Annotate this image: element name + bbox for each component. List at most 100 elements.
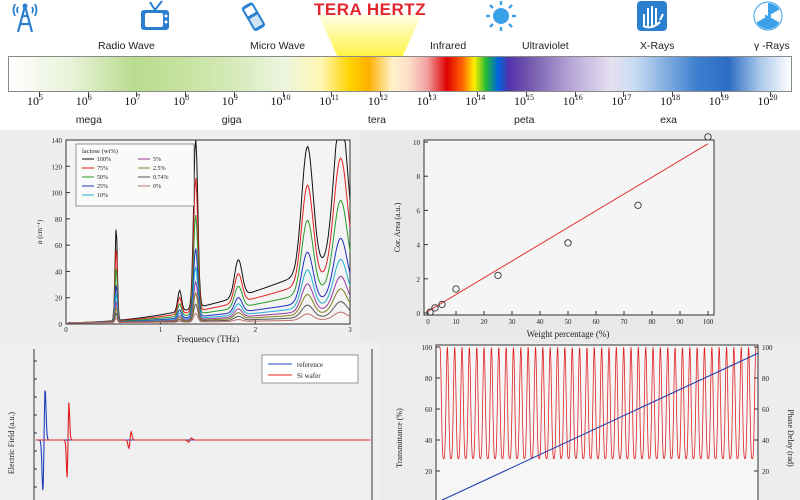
- y-axis-label: Transmittance (%): [395, 408, 404, 468]
- scale-power-label: 1014: [465, 93, 486, 108]
- spectrum-series-line: [67, 288, 351, 324]
- y-tick-label: 40: [425, 437, 433, 445]
- x-axis-label: Weight percentage (%): [527, 329, 610, 339]
- sun-icon: [486, 1, 516, 31]
- scale-tick: [672, 92, 674, 97]
- x-tick-label: 40: [537, 318, 545, 326]
- scale-tick: [526, 92, 527, 97]
- scale-tick: [574, 92, 576, 97]
- x-tick-label: 50: [565, 318, 573, 326]
- scale-power-label: 106: [75, 93, 92, 108]
- x-axis-label: Frequency (THz): [177, 334, 239, 343]
- y-axis-label: Cor. Area (a.u.): [393, 202, 402, 252]
- band-label-gamma-rays: γ -Rays: [754, 40, 790, 52]
- spectrum-series-line: [67, 311, 351, 324]
- y-tick-label: 80: [55, 216, 63, 224]
- x-tick-label: 60: [593, 318, 601, 326]
- y2-tick-label: 40: [762, 437, 770, 445]
- y2-axis-label: Phase Delay (rad): [786, 409, 795, 467]
- scale-power-label: 1010: [270, 93, 291, 108]
- band-label-x-rays: X-Rays: [640, 40, 675, 52]
- radio-tower-icon: [12, 3, 38, 33]
- scale-tick: [331, 92, 333, 97]
- data-point: [431, 304, 439, 312]
- x-tick-label: 70: [621, 318, 629, 326]
- x-tick-label: 1: [159, 326, 163, 334]
- scale-tick: [87, 92, 89, 97]
- transmittance-line: [439, 346, 757, 460]
- scale-tick: [477, 92, 479, 97]
- band-label-infrared: Infrared: [430, 40, 467, 52]
- spectrum-series-line: [67, 199, 351, 324]
- legend: reference Si wafer: [261, 354, 359, 384]
- x-ray-hand-icon: [637, 1, 667, 31]
- x-tick-label: 30: [509, 318, 517, 326]
- x-tick-label: 0: [64, 326, 68, 334]
- data-point: [564, 239, 572, 247]
- y-tick-label: 0: [59, 321, 63, 329]
- scale-power-label: 1015: [514, 93, 534, 108]
- y-axis-label: Electric Field (a.u.): [7, 412, 16, 475]
- x-tick-label: 3: [348, 326, 352, 334]
- y-tick-label: 20: [425, 468, 433, 476]
- scale-power-label: 1018: [660, 93, 681, 108]
- scale-power-label: 105: [27, 93, 43, 108]
- fit-line: [427, 143, 709, 312]
- y-tick-label: 10: [413, 139, 421, 147]
- y-tick-label: 80: [425, 375, 433, 383]
- y2-tick-label: 100: [762, 344, 773, 352]
- radiation-icon: [753, 1, 783, 31]
- legend-box: [261, 354, 359, 384]
- x-tick-label: 90: [677, 318, 685, 326]
- legend-entry: 0%: [153, 184, 161, 190]
- prefix-label-exa: exa: [660, 114, 678, 126]
- legend-entry: 2.5%: [153, 166, 166, 172]
- legend: lactose (wt%) 100% 75% 50% 25% 10% 5% 2.5% 0.74%…: [75, 143, 195, 207]
- data-point: [704, 133, 712, 141]
- band-label-ultraviolet: Ultraviolet: [522, 40, 569, 52]
- legend-entry: Si wafer: [297, 372, 321, 380]
- data-point: [634, 201, 642, 209]
- y-tick-label: 2: [417, 276, 421, 284]
- legend-entry: 25%: [97, 184, 108, 190]
- scale-power-label: 109: [221, 93, 238, 108]
- y-tick-label: 120: [52, 163, 63, 171]
- legend-title: lactose (wt%): [82, 148, 118, 155]
- y2-tick-label: 60: [762, 406, 770, 414]
- data-point: [426, 308, 434, 316]
- scale-power-label: 1016: [562, 93, 583, 108]
- y-tick-label: 40: [55, 268, 63, 276]
- band-label-radio-wave: Radio Wave: [98, 40, 155, 52]
- scale-power-label: 1011: [319, 93, 339, 108]
- calibration-scatter-plot: 0 2 4 6 8 10 0 10 20 30 40 50 60 70 80 90 100 Weight perc…: [360, 130, 800, 343]
- prefix-label-mega: mega: [75, 114, 102, 126]
- spectrum-banner: TERA HERTZ: [0, 0, 800, 130]
- x-tick-label: 20: [481, 318, 489, 326]
- y-tick-label: 20: [55, 295, 63, 303]
- x-tick-label: 80: [649, 318, 657, 326]
- scale-tick: [379, 92, 381, 97]
- y-tick-label: 60: [425, 406, 433, 414]
- scale-power-label: 1020: [757, 93, 778, 108]
- legend-entry: 0.74%: [153, 175, 169, 181]
- legend-entry: 100%: [97, 157, 111, 163]
- legend-box: [75, 143, 195, 207]
- x-tick-label: 10: [453, 318, 461, 326]
- x-tick-label: 0: [426, 318, 430, 326]
- scale-power-label: 1012: [367, 93, 388, 108]
- si-wafer-signal-line: [36, 402, 370, 478]
- scale-tick: [720, 92, 722, 97]
- x-tick-label: 100: [703, 318, 714, 326]
- absorption-spectrum-plot: 0 20 40 60 80 100 120 140 0 1 2 3 Frequency (THz) α (…: [0, 130, 360, 343]
- scale-power-label: 1019: [708, 93, 729, 108]
- scale-tick: [282, 92, 284, 97]
- scale-tick: [136, 92, 138, 97]
- legend-entry: reference: [297, 361, 323, 369]
- y-tick-label: 8: [417, 173, 421, 181]
- terahertz-title: TERA HERTZ: [313, 0, 427, 19]
- transmittance-phase-plot: 02040608010020406080100Transmittance (%)…: [380, 343, 800, 500]
- scale-tick: [623, 92, 625, 97]
- y-tick-label: 140: [52, 137, 63, 145]
- spectrum-color-bar: [8, 56, 792, 92]
- time-domain-pulse-plot: Electric Field (a.u.) reference Si wafer: [0, 343, 380, 500]
